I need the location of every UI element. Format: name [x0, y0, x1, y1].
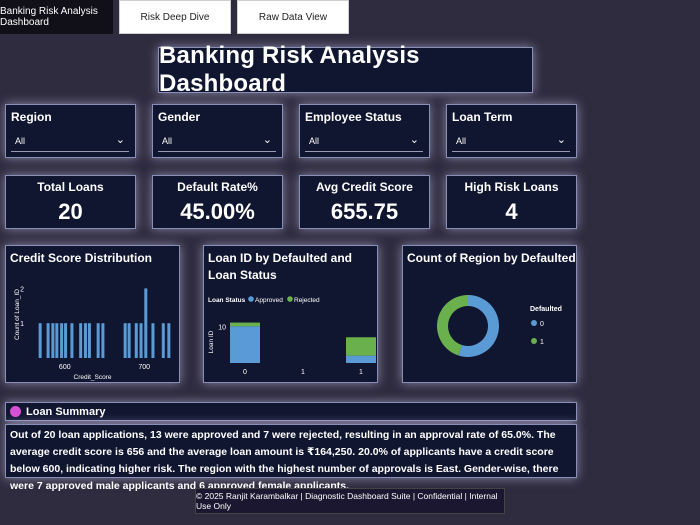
loan-term-dropdown-value: All: [456, 136, 467, 146]
histogram-bar: [70, 323, 74, 358]
loan-term-dropdown[interactable]: All ⌄: [452, 133, 570, 152]
legend-marker-0: [531, 320, 537, 326]
bar-rejected: [230, 322, 260, 327]
tab-banking-risk-dashboard[interactable]: Banking Risk Analysis Dashboard: [0, 0, 113, 34]
histogram-bar: [127, 323, 131, 358]
loan-term-filter-label: Loan Term: [452, 110, 513, 124]
histogram-bar: [139, 323, 143, 358]
x-tick-label: 0: [243, 369, 247, 376]
chart-title: Credit Score Distribution: [10, 251, 153, 265]
kpi-label: Avg Credit Score: [316, 180, 413, 194]
kpi-value: 45.00%: [180, 199, 255, 224]
histogram-bar: [151, 323, 155, 358]
credit-score-distribution-chart[interactable]: Credit Score Distribution 1 2 600 700 Credit…: [5, 245, 180, 383]
chart-title: Loan ID by Defaulted and Loan Status: [208, 251, 353, 282]
kpi-total-loans: Total Loans 20: [5, 175, 136, 229]
y-tick-label: 2: [20, 286, 24, 293]
loan-summary-text: Out of 20 loan applications, 13 were app…: [5, 424, 577, 492]
histogram-bar: [123, 323, 127, 358]
donut-slice-0: [458, 295, 499, 357]
histogram-bar: [60, 323, 64, 358]
gender-filter-label: Gender: [158, 110, 201, 124]
histogram-bar: [79, 323, 83, 358]
gender-filter[interactable]: Gender All ⌄: [152, 104, 283, 158]
histogram-bar: [38, 323, 42, 358]
legend-marker-1: [531, 338, 537, 344]
histogram-bar: [51, 323, 55, 358]
bar-rejected: [346, 337, 376, 356]
credit-score-histogram: 1 2 600 700 Credit_Score Count of Loan_ID: [14, 286, 171, 381]
employee-status-dropdown-value: All: [309, 136, 320, 146]
gender-dropdown[interactable]: All ⌄: [158, 133, 276, 152]
legend-title: Defaulted: [530, 306, 562, 313]
legend-title: Loan Status: [208, 297, 246, 304]
x-tick-label: 1: [301, 369, 305, 376]
chevron-down-icon: ⌄: [556, 134, 566, 146]
tab-raw-data-view[interactable]: Raw Data View: [237, 0, 349, 34]
loan-summary-title: Loan Summary: [26, 406, 106, 418]
kpi-label: Default Rate%: [177, 180, 258, 194]
legend-approved-label: Approved: [255, 297, 283, 304]
employee-status-filter[interactable]: Employee Status All ⌄: [299, 104, 430, 158]
y-axis-label: Count of Loan_ID: [14, 289, 21, 340]
y-axis-label: Loan ID: [208, 330, 215, 353]
histogram-bar: [46, 323, 50, 358]
legend-rejected-marker: [287, 296, 293, 302]
page-title: Banking Risk Analysis Dashboard: [158, 42, 533, 97]
region-defaulted-donut: Defaulted 0 1: [437, 295, 562, 357]
gender-dropdown-value: All: [162, 136, 173, 146]
legend-label-1: 1: [540, 339, 544, 346]
loan-status-chart[interactable]: Loan ID by Defaulted and Loan Status Loa…: [203, 245, 378, 383]
x-tick-label: 700: [138, 364, 150, 371]
histogram-bar: [167, 323, 171, 358]
chevron-down-icon: ⌄: [115, 134, 125, 146]
tab-risk-deep-dive[interactable]: Risk Deep Dive: [119, 0, 231, 34]
region-filter-label: Region: [11, 110, 52, 124]
donut-slice-1: [437, 295, 468, 356]
histogram-bar: [96, 323, 100, 358]
bar-approved: [230, 326, 260, 363]
brain-icon: [10, 406, 21, 417]
kpi-default-rate: Default Rate% 45.00%: [152, 175, 283, 229]
histogram-bar: [134, 323, 138, 358]
kpi-value: 4: [505, 199, 518, 224]
histogram-bar: [64, 323, 68, 358]
legend-label-0: 0: [540, 321, 544, 328]
kpi-label: Total Loans: [37, 180, 104, 194]
histogram-bar: [161, 323, 165, 358]
chart-title: Count of Region by Defaulted: [407, 251, 576, 265]
x-tick-label: 1: [359, 369, 363, 376]
region-filter[interactable]: Region All ⌄: [5, 104, 136, 158]
region-dropdown[interactable]: All ⌄: [11, 133, 129, 152]
y-tick-label: 1: [20, 321, 24, 328]
chevron-down-icon: ⌄: [262, 134, 272, 146]
kpi-avg-credit-score: Avg Credit Score 655.75: [299, 175, 430, 229]
histogram-bar: [83, 323, 87, 358]
footer: © 2025 Ranjit Karambalkar | Diagnostic D…: [195, 488, 505, 514]
kpi-value: 20: [58, 199, 83, 224]
employee-status-dropdown[interactable]: All ⌄: [305, 133, 423, 152]
x-tick-label: 600: [59, 364, 71, 371]
histogram-bar: [101, 323, 105, 358]
legend-approved-marker: [248, 296, 254, 302]
bar-approved: [346, 355, 376, 363]
loan-summary-header: Loan Summary: [5, 402, 577, 421]
kpi-value: 655.75: [330, 199, 399, 224]
histogram-bar: [144, 288, 148, 358]
legend-rejected-label: Rejected: [294, 297, 320, 304]
region-dropdown-value: All: [15, 136, 26, 146]
loan-term-filter[interactable]: Loan Term All ⌄: [446, 104, 577, 158]
x-axis-label: Credit_Score: [74, 374, 112, 381]
region-defaulted-donut-chart[interactable]: Count of Region by Defaulted Defaulted 0 1: [402, 245, 577, 383]
y-tick-label: 10: [218, 324, 226, 331]
histogram-bar: [87, 323, 91, 358]
kpi-high-risk-loans: High Risk Loans 4: [446, 175, 577, 229]
chevron-down-icon: ⌄: [409, 134, 419, 146]
employee-status-filter-label: Employee Status: [305, 110, 402, 124]
kpi-label: High Risk Loans: [464, 180, 559, 194]
histogram-bar: [55, 323, 59, 358]
